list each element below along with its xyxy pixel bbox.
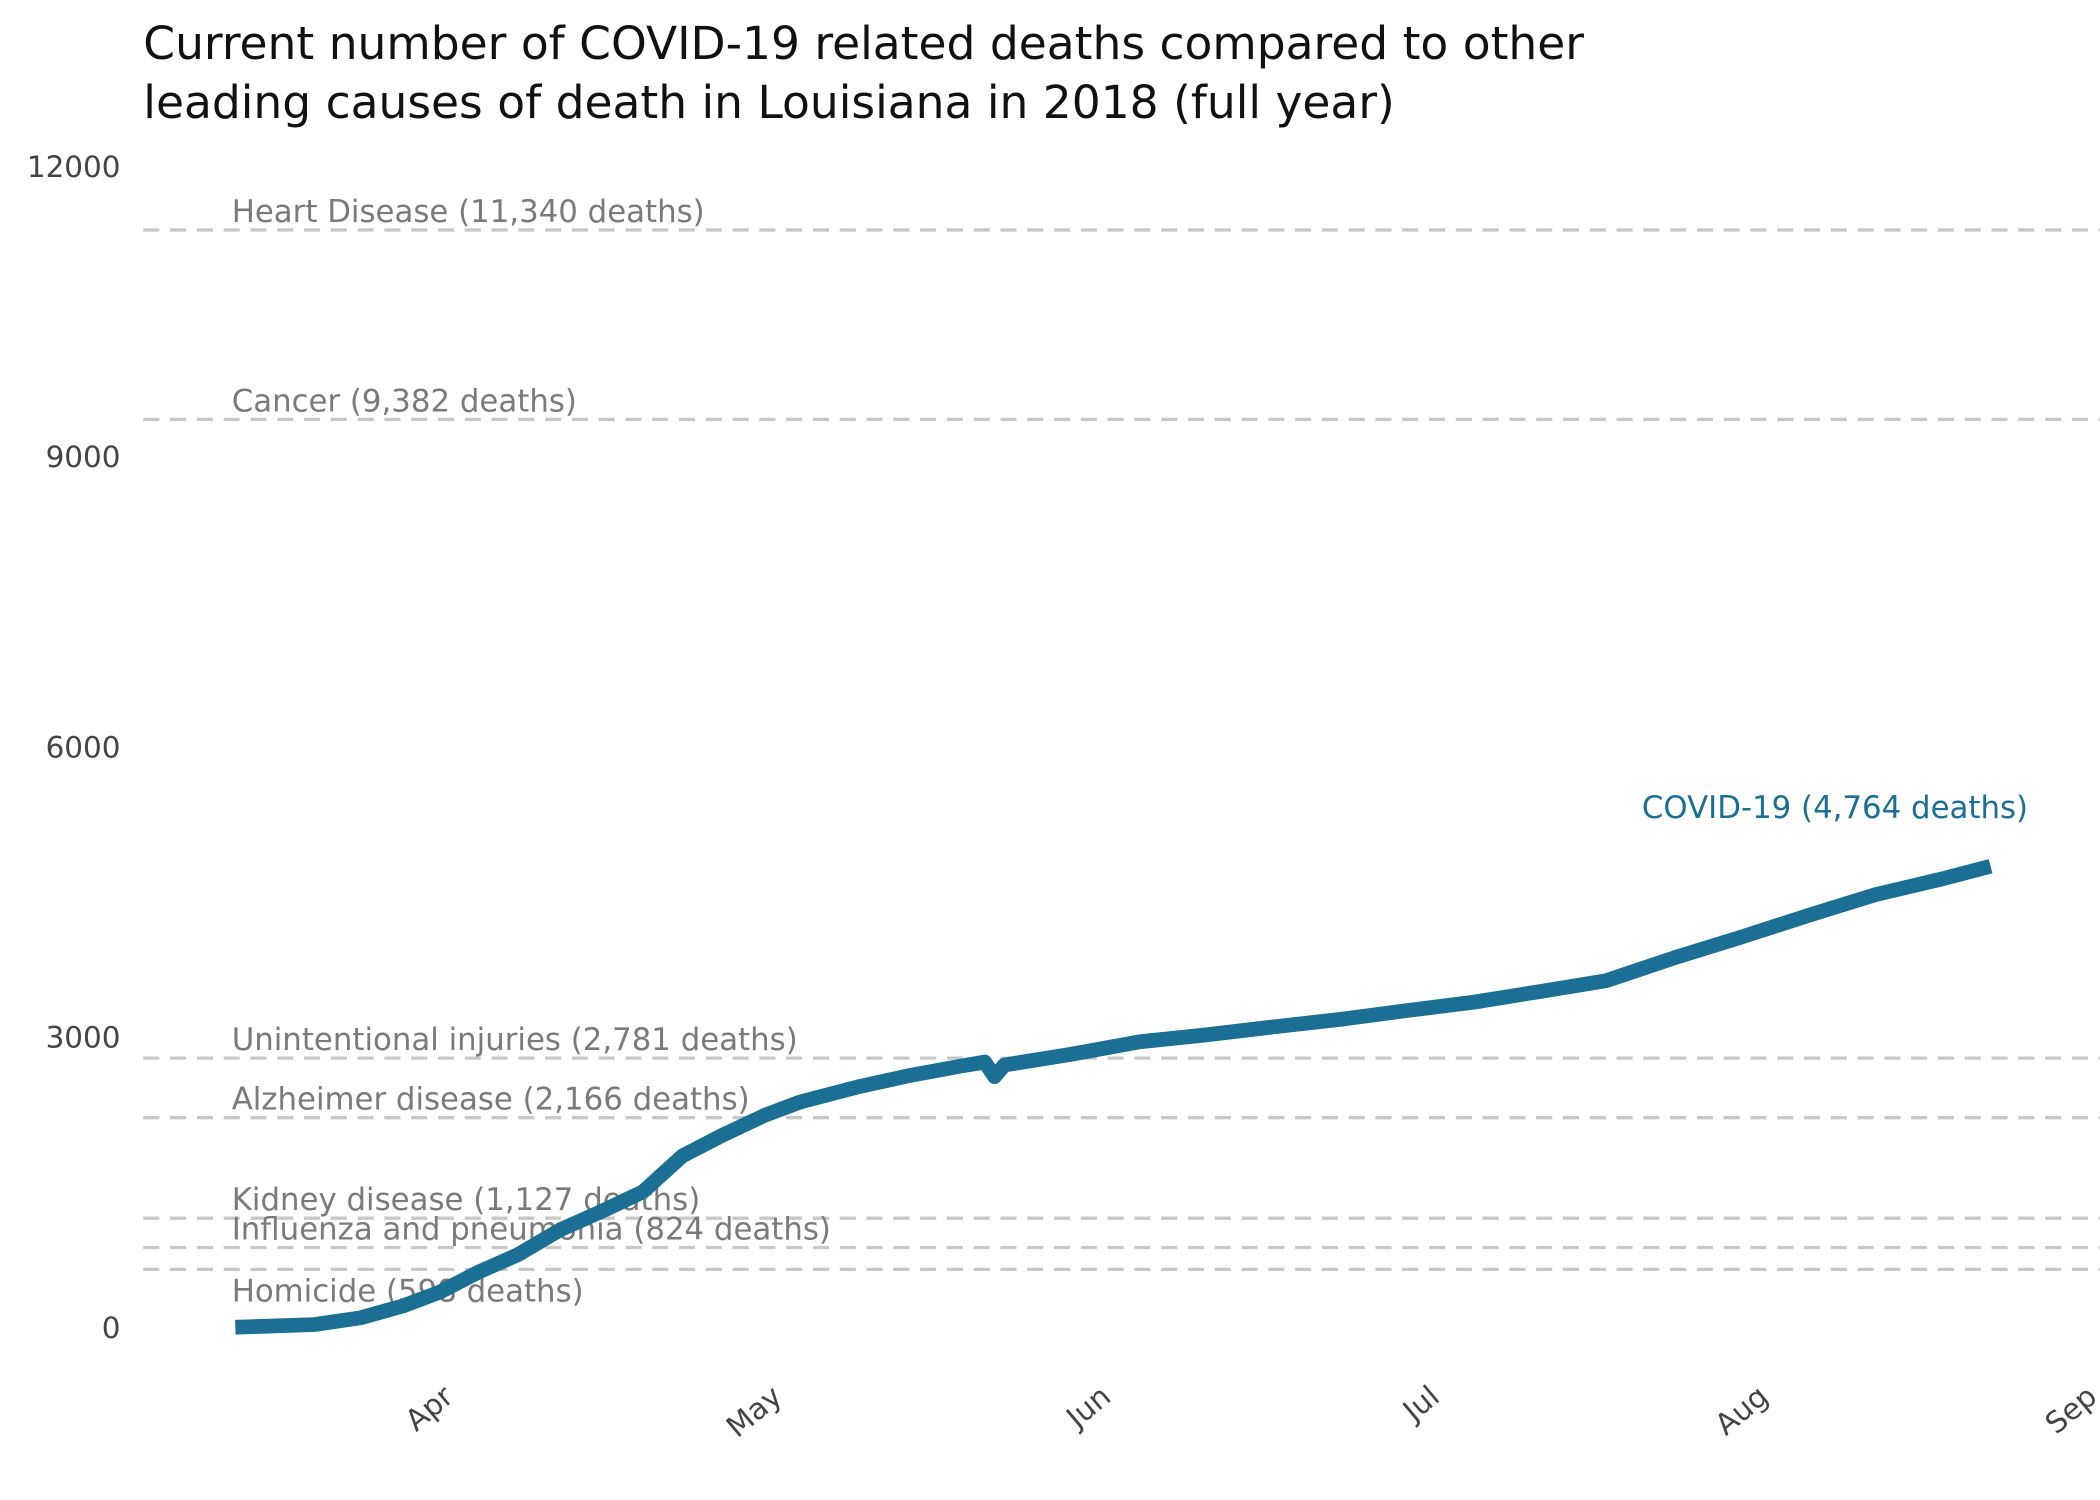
y-tick-label: 0 [102, 1311, 121, 1345]
x-tick-label: Jun [1058, 1379, 1117, 1436]
y-tick-label: 3000 [46, 1021, 121, 1055]
reference-label: Unintentional injuries (2,781 deaths) [232, 1022, 798, 1058]
series-label: COVID-19 (4,764 deaths) [1642, 790, 2028, 826]
x-tick-label: May [720, 1379, 789, 1444]
covid-line [235, 859, 1993, 1335]
y-tick-label: 9000 [46, 440, 121, 474]
x-tick-label: Aug [1709, 1379, 1775, 1442]
y-tick-label: 6000 [46, 730, 121, 764]
reference-label: Cancer (9,382 deaths) [232, 383, 577, 419]
x-tick-label: Jul [1395, 1379, 1446, 1429]
x-tick-label: Sep [2039, 1379, 2100, 1441]
reference-label: Heart Disease (11,340 deaths) [232, 194, 705, 230]
y-tick-label: 12000 [27, 150, 121, 184]
reference-label: Alzheimer disease (2,166 deaths) [232, 1082, 750, 1118]
chart-title: Current number of COVID-19 related death… [143, 17, 1584, 70]
x-tick-label: Apr [399, 1378, 461, 1437]
chart-title: leading causes of death in Louisiana in … [143, 76, 1395, 129]
